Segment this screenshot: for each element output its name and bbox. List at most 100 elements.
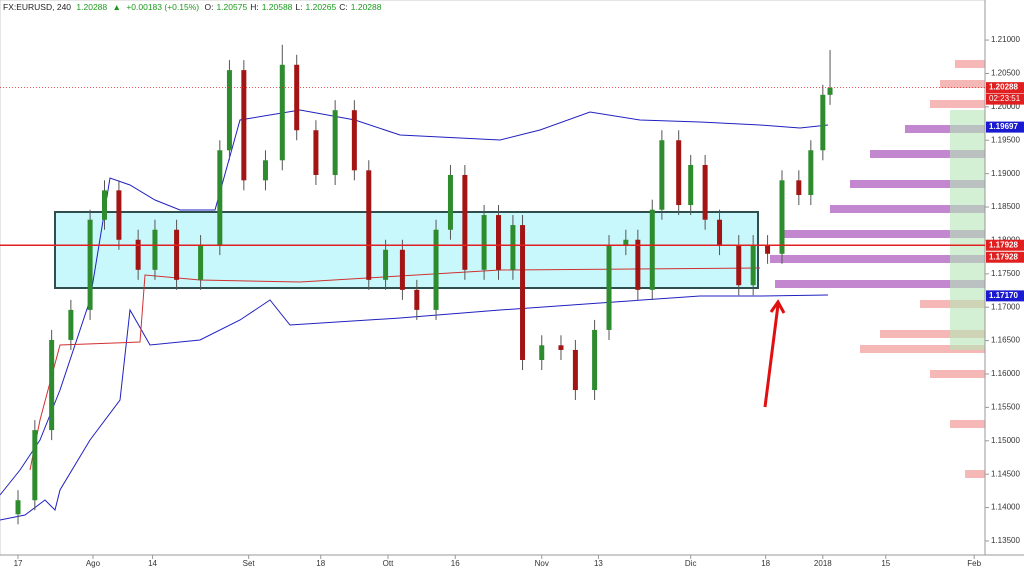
x-tick-label: 18 [761,559,770,568]
candle-body [827,87,833,95]
x-tick-label: 15 [881,559,890,568]
price-tag-label: 1.20288 [989,83,1018,92]
candle-body [447,174,453,230]
candle-body [462,174,468,270]
candle-body [351,110,357,171]
candle-body [623,239,629,246]
change: +0.00183 (+0.15%) [126,2,200,12]
candle-body [414,289,420,310]
price-tag-label: 1.17928 [989,240,1018,249]
candle-body [688,164,694,206]
x-tick-label: 13 [594,559,603,568]
last-price: 1.20288 [76,2,108,12]
candle-body [32,430,38,501]
ohlc-key: L: [295,2,303,12]
y-tick-label: 1.16000 [991,369,1020,378]
candle-body [116,190,122,240]
y-tick-label: 1.13500 [991,536,1020,545]
y-tick-label: 1.17000 [991,302,1020,311]
x-tick-label: Dic [685,559,697,568]
candle-body [649,209,655,290]
header: FX:EURUSD, 240 1.20288 ▲ +0.00183 (+0.15… [3,2,387,12]
price-tag-label: 1.17928 [989,252,1018,261]
candle-body [779,180,785,254]
change-arrow: ▲ [112,2,121,12]
candle-body [241,70,247,181]
candle-body [279,64,285,161]
x-tick-label: Feb [967,559,981,568]
candle-body [262,160,268,181]
candle-body [102,190,108,220]
y-tick-label: 1.19500 [991,135,1020,144]
candle-body [520,225,526,360]
mid-line [29,267,761,471]
y-tick-label: 1.14500 [991,469,1020,478]
candle-body [433,229,439,310]
ohlc-key: H: [250,2,259,12]
candle-body [539,345,545,360]
price-tag [986,121,1024,133]
price-tag [986,82,1024,94]
x-tick-label: 17 [14,559,23,568]
ohlc: O: 1.20575 H: 1.20588 L: 1.20265 C: 1.20288 [204,2,384,12]
candle-body [717,219,723,246]
candle-body [558,345,564,350]
y-tick-label: 1.18500 [991,202,1020,211]
candle-body [765,245,771,254]
countdown: 02:23:51 [989,94,1021,103]
candle-body [606,245,612,330]
candle-body [496,215,502,270]
ohlc-value: 1.20575 [216,2,248,12]
x-tick-label: 14 [148,559,157,568]
candle-body [15,500,21,515]
y-tick-label: 1.21000 [991,35,1020,44]
y-tick-label: 1.16500 [991,336,1020,345]
candle-body [702,164,708,220]
ohlc-value: 1.20588 [261,2,293,12]
candle-body [313,130,319,175]
ohlc-value: 1.20288 [350,2,382,12]
candle-body [676,140,682,206]
candle-body [383,249,389,280]
candle-body [481,215,487,270]
y-tick-label: 1.20500 [991,69,1020,78]
price-tag [986,290,1024,302]
candle-body [659,140,665,210]
countdown-tag [986,93,1024,105]
candle-body [736,245,742,286]
x-tick-label: Nov [535,559,549,568]
candle-body [294,64,300,131]
candle-body [820,94,826,151]
y-tick-label: 1.19000 [991,169,1020,178]
candle-body [635,239,641,290]
lower-band [0,294,829,521]
candle-body [510,225,516,270]
candle-body [198,245,204,280]
y-tick-label: 1.14000 [991,503,1020,512]
candle-body [808,150,814,196]
y-tick-label: 1.15500 [991,403,1020,412]
candle-body [68,309,74,340]
x-tick-label: Set [243,559,256,568]
y-tick-label: 1.20000 [991,102,1020,111]
candle-body [332,110,338,175]
upper-band [0,109,829,496]
x-tick-label: 18 [316,559,325,568]
candle-body [217,150,223,246]
symbol: FX:EURUSD, 240 [3,2,72,12]
candle-body [226,70,232,151]
arrow [763,299,786,408]
candle-body [366,170,372,280]
candle-body [135,239,141,270]
ohlc-value: 1.20265 [305,2,337,12]
candle-body [796,180,802,196]
price-tag [986,239,1024,251]
ohlc-key: O: [204,2,214,12]
price-tag-label: 1.17170 [989,291,1018,300]
y-tick-label: 1.17500 [991,269,1020,278]
y-tick-label: 1.15000 [991,436,1020,445]
x-tick-label: 16 [451,559,460,568]
x-tick-label: Ott [383,559,394,568]
price-tag-label: 1.19697 [989,122,1018,131]
